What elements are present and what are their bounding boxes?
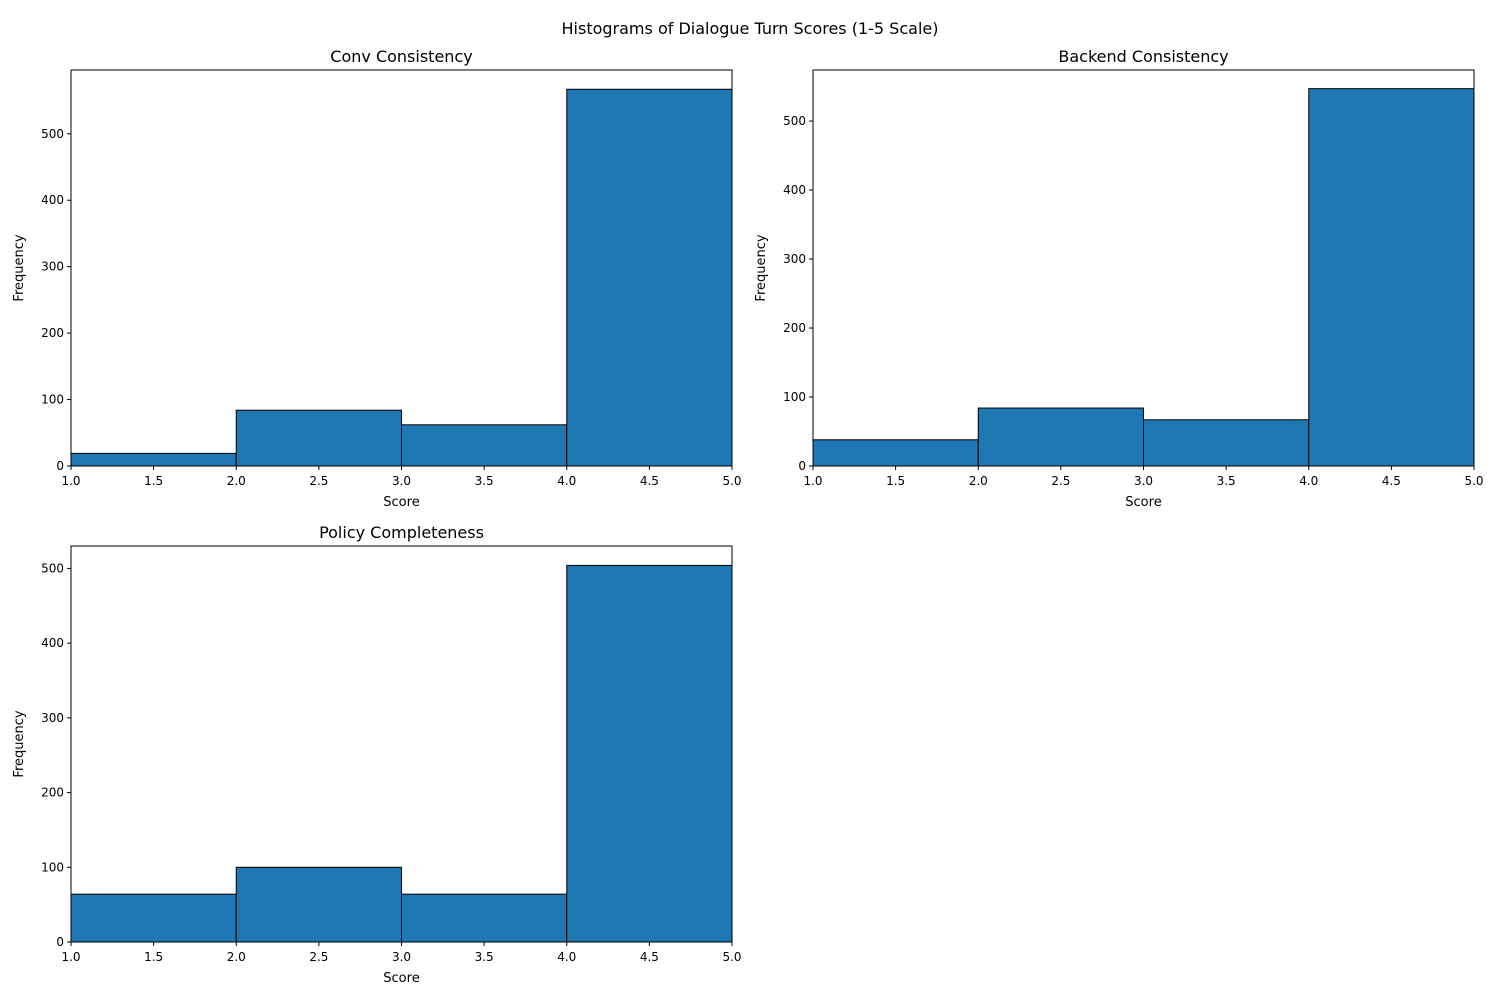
y-tick-label: 200	[41, 326, 64, 340]
x-tick-label: 4.5	[640, 950, 659, 964]
subplot-3: 1.0 1.5 2.0 2.5 3.0 3.5 4.0 4.5 5.0 0 100 200 300 400…	[12, 523, 742, 986]
x-tick-label: 5.0	[1464, 474, 1483, 488]
histogram-bar	[401, 893, 568, 943]
x-tick-label: 4.5	[1382, 474, 1401, 488]
histogram-bar	[1308, 88, 1475, 467]
x-tick-label: 5.0	[722, 474, 741, 488]
figure-suptitle: Histograms of Dialogue Turn Scores (1-5 …	[562, 19, 939, 38]
x-tick-label: 1.0	[61, 950, 80, 964]
y-tick-label: 300	[41, 260, 64, 274]
x-tick-label: 2.5	[309, 474, 328, 488]
x-tick-label: 4.0	[557, 474, 576, 488]
x-axis-label: Score	[383, 495, 419, 510]
y-tick-label: 100	[41, 860, 64, 874]
histogram-bar	[235, 409, 402, 467]
y-tick-label: 200	[41, 786, 64, 800]
x-tick-label: 3.5	[475, 950, 494, 964]
y-tick-label: 0	[56, 935, 64, 949]
y-tick-label: 0	[56, 459, 64, 473]
y-axis-label: Frequency	[754, 234, 769, 301]
y-tick-label: 300	[783, 252, 806, 266]
x-tick-label: 4.0	[557, 950, 576, 964]
y-tick-label: 300	[41, 711, 64, 725]
histogram-bar	[566, 564, 733, 943]
y-tick-label: 200	[783, 321, 806, 335]
y-tick-label: 500	[41, 561, 64, 575]
y-axis-label: Frequency	[12, 234, 27, 301]
x-axis-label: Score	[383, 971, 419, 986]
x-tick-label: 2.0	[969, 474, 988, 488]
x-tick-label: 1.5	[886, 474, 905, 488]
x-tick-label: 2.5	[309, 950, 328, 964]
x-tick-label: 2.0	[227, 474, 246, 488]
x-tick-label: 3.5	[1217, 474, 1236, 488]
y-tick-label: 500	[41, 127, 64, 141]
histogram-bar	[977, 407, 1144, 467]
histogram-bar	[70, 452, 237, 467]
subplot-title: Conv Consistency	[330, 47, 472, 66]
x-tick-label: 1.5	[144, 474, 163, 488]
x-tick-label: 5.0	[722, 950, 741, 964]
y-tick-label: 400	[41, 636, 64, 650]
x-tick-label: 1.0	[61, 474, 80, 488]
x-tick-label: 3.0	[1134, 474, 1153, 488]
x-tick-label: 2.0	[227, 950, 246, 964]
y-tick-label: 0	[798, 459, 806, 473]
y-axis-label: Frequency	[12, 710, 27, 777]
x-tick-label: 1.0	[803, 474, 822, 488]
y-tick-label: 100	[783, 390, 806, 404]
x-tick-label: 3.0	[392, 950, 411, 964]
x-tick-label: 3.0	[392, 474, 411, 488]
y-tick-label: 400	[783, 183, 806, 197]
subplot-title: Backend Consistency	[1058, 47, 1228, 66]
histogram-bar	[70, 893, 237, 943]
y-tick-label: 100	[41, 393, 64, 407]
histogram-bar	[401, 424, 568, 467]
x-tick-label: 2.5	[1051, 474, 1070, 488]
subplot-title: Policy Completeness	[319, 523, 484, 542]
histogram-bar	[812, 439, 979, 467]
x-tick-label: 3.5	[475, 474, 494, 488]
x-tick-label: 4.0	[1299, 474, 1318, 488]
x-tick-label: 1.5	[144, 950, 163, 964]
subplot-grid: 1.0 1.5 2.0 2.5 3.0 3.5 4.0 4.5 5.0 0 100 200 300 400…	[12, 47, 1484, 986]
y-tick-label: 500	[783, 114, 806, 128]
x-axis-label: Score	[1125, 495, 1161, 510]
histogram-bar	[235, 866, 402, 943]
subplot-1: 1.0 1.5 2.0 2.5 3.0 3.5 4.0 4.5 5.0 0 100 200 300 400…	[12, 47, 742, 510]
subplot-2: 1.0 1.5 2.0 2.5 3.0 3.5 4.0 4.5 5.0 0 100 200 300 400…	[754, 47, 1484, 510]
histogram-bar	[1143, 419, 1310, 467]
histogram-bar	[566, 88, 733, 467]
y-tick-label: 400	[41, 193, 64, 207]
x-tick-label: 4.5	[640, 474, 659, 488]
